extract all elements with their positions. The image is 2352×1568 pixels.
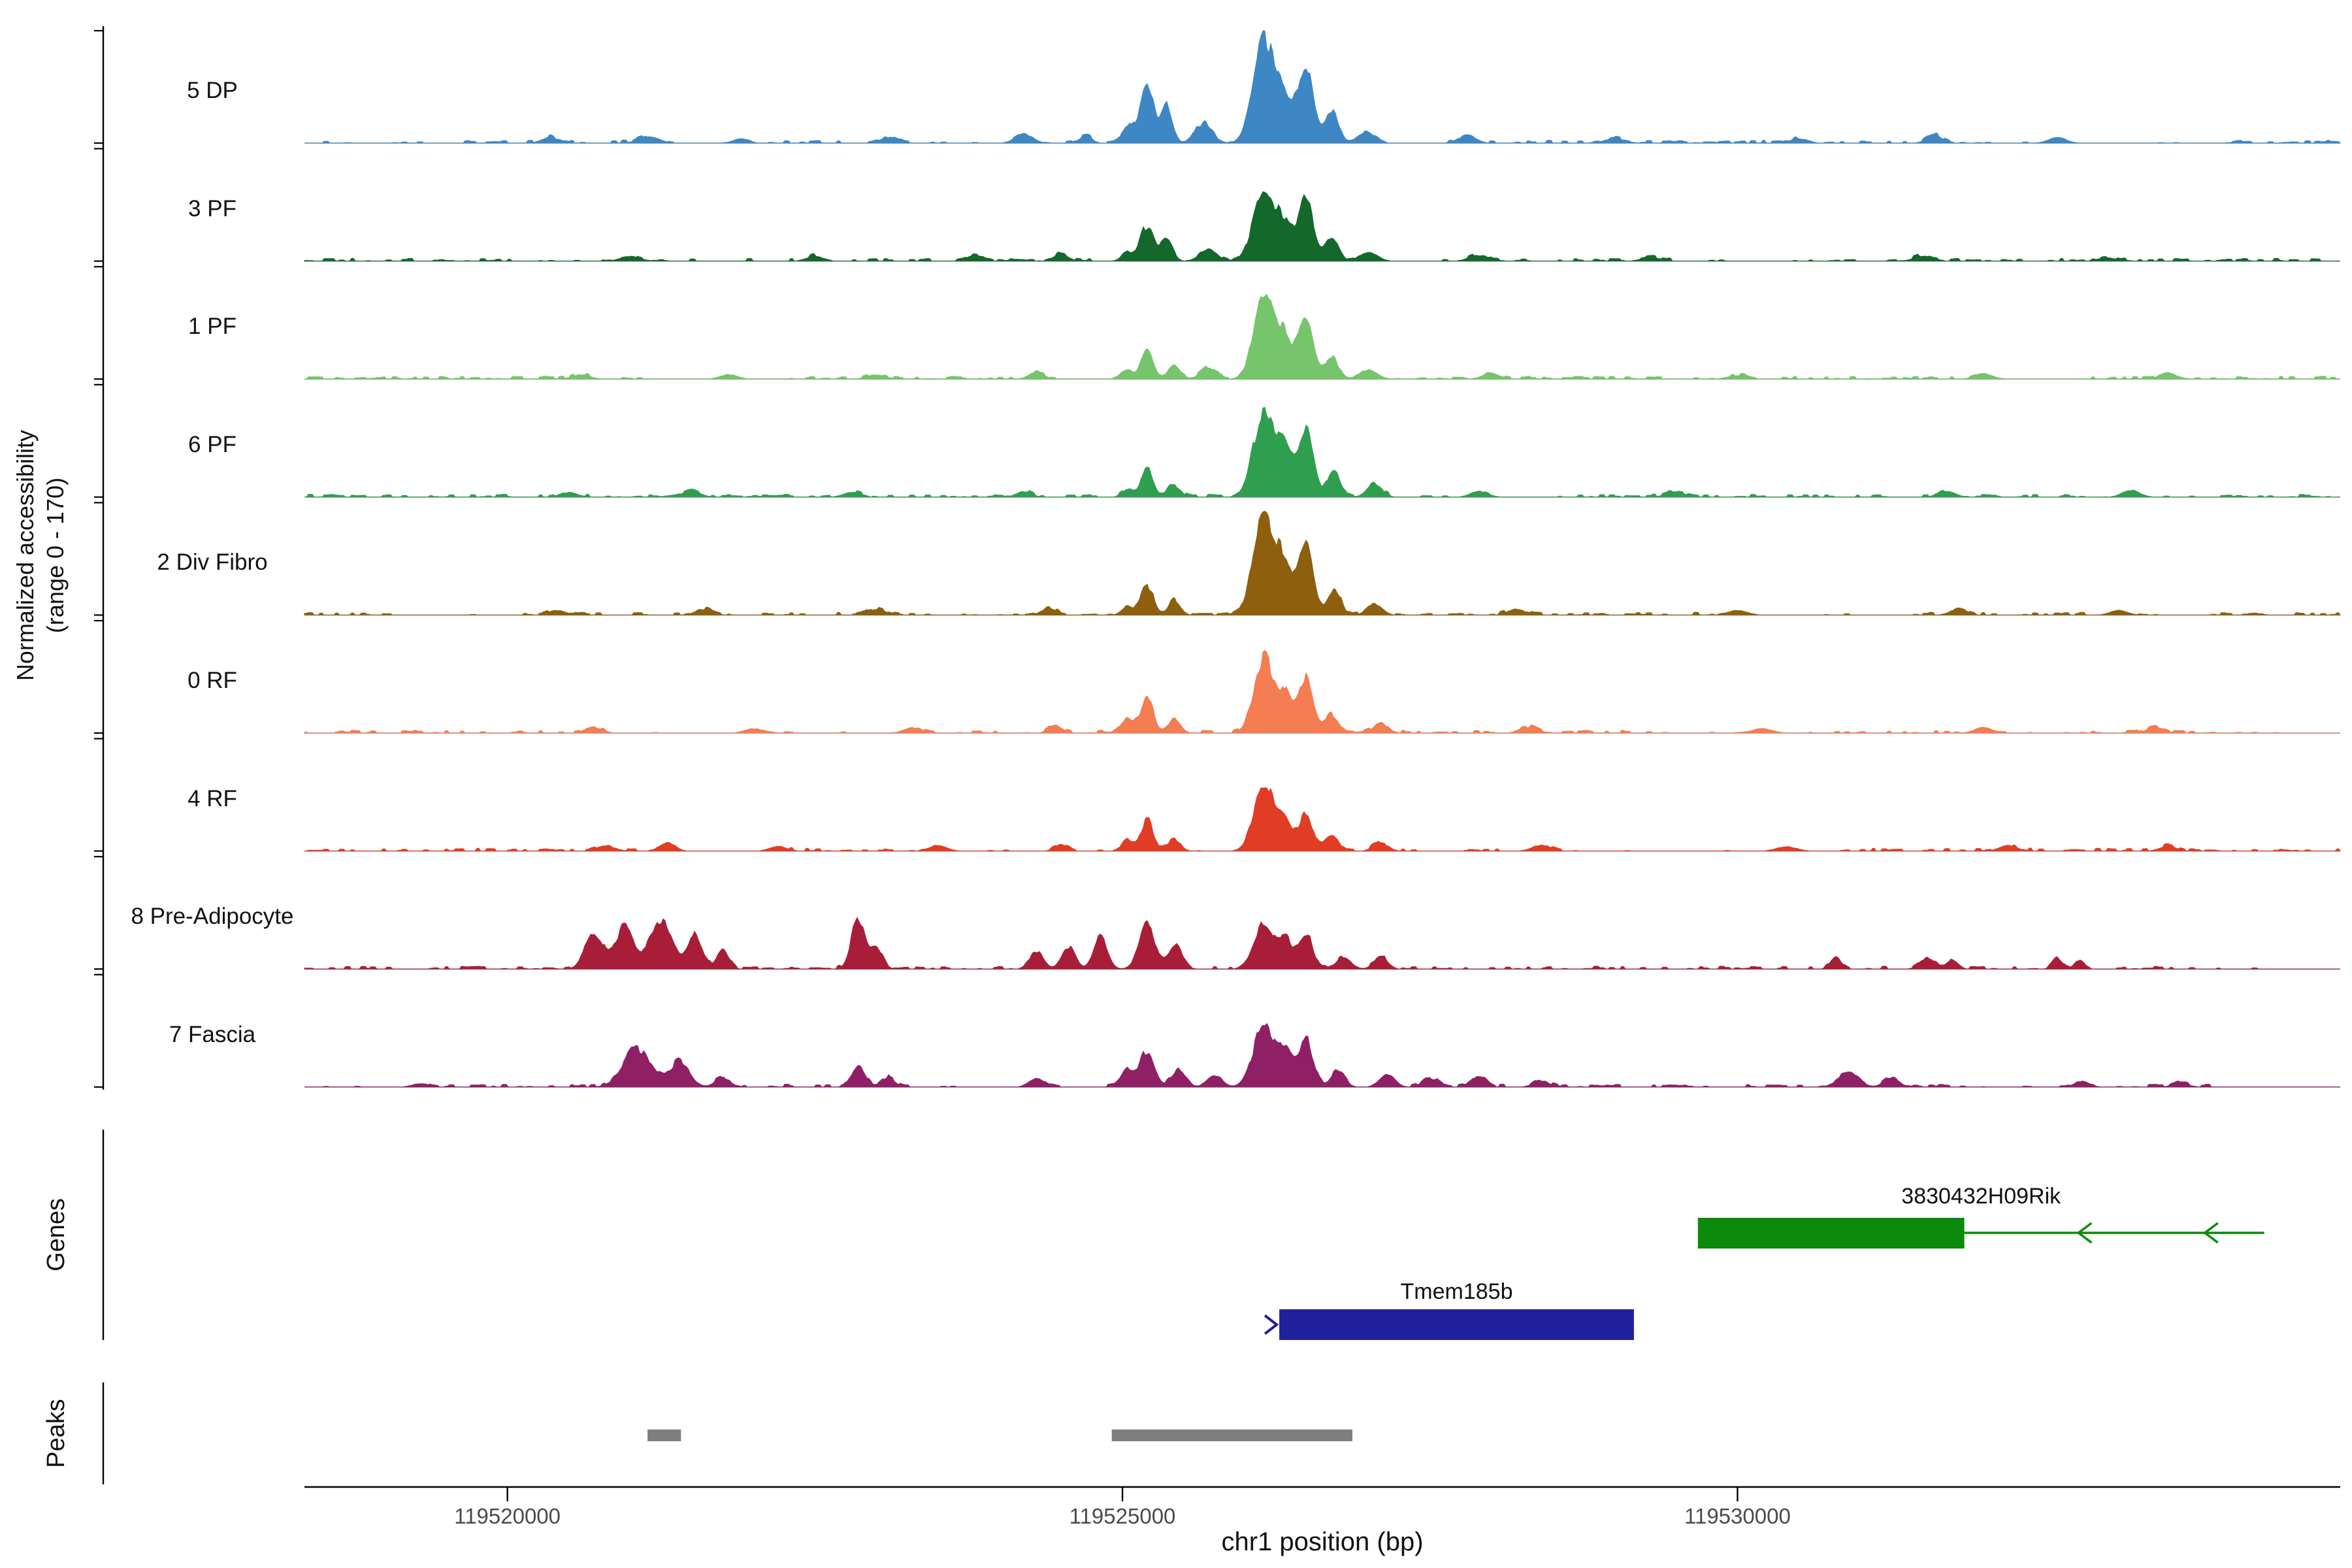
x-axis-tick-label-2: 119525000 xyxy=(1069,1504,1176,1528)
y-axis-label-line1: Normalized accessibility xyxy=(12,429,39,681)
track-label-2-div-fibro: 2 Div Fibro xyxy=(157,549,268,576)
y-axis-label: Normalized accessibility (range 0 - 170) xyxy=(10,261,73,849)
gene-name-tmem185b: Tmem185b xyxy=(1400,1279,1513,1304)
peaks-section-label: Peaks xyxy=(42,1399,70,1468)
track-area-1-pf xyxy=(304,293,2340,380)
y-axis-label-line2: (range 0 - 170) xyxy=(42,477,69,634)
x-axis-tick-label-1: 119520000 xyxy=(454,1504,561,1528)
track-area-3-pf xyxy=(304,191,2340,262)
track-area-8-pre-adipocyte xyxy=(304,917,2340,970)
track-area-6-pf xyxy=(304,406,2340,498)
genes-section-label: Genes xyxy=(42,1198,70,1271)
track-area-2-div-fibro xyxy=(304,510,2341,615)
track-area-0-rf xyxy=(304,649,2340,734)
track-label-7-fascia: 7 Fascia xyxy=(169,1021,256,1047)
x-axis-title: chr1 position (bp) xyxy=(1221,1527,1424,1556)
gene-body-3830432h09rik xyxy=(1697,1218,1965,1249)
track-label-4-rf: 4 RF xyxy=(188,785,237,811)
track-label-0-rf: 0 RF xyxy=(188,668,237,693)
track-label-3-pf: 3 PF xyxy=(188,195,237,221)
track-area-4-rf xyxy=(304,787,2341,852)
peak-bar-2 xyxy=(1111,1429,1352,1441)
gene-strand-arrow-icon xyxy=(1264,1314,1279,1335)
track-area-5-dp xyxy=(304,30,2342,144)
track-label-6-pf: 6 PF xyxy=(188,431,237,457)
track-area-7-fascia xyxy=(304,1022,2340,1088)
gene-strand-arrow-icon xyxy=(2202,1222,2219,1244)
track-label-1-pf: 1 PF xyxy=(188,314,237,340)
track-label-5-dp: 5 DP xyxy=(187,78,238,103)
gene-strand-arrow-icon xyxy=(2076,1222,2093,1244)
gene-body-tmem185b xyxy=(1279,1309,1634,1340)
x-axis-tick-label-3: 119530000 xyxy=(1684,1504,1791,1528)
peak-bar-1 xyxy=(647,1429,681,1441)
gene-name-3830432h09rik: 3830432H09Rik xyxy=(1901,1184,2061,1209)
track-label-8-pre-adipocyte: 8 Pre-Adipocyte xyxy=(131,904,294,930)
